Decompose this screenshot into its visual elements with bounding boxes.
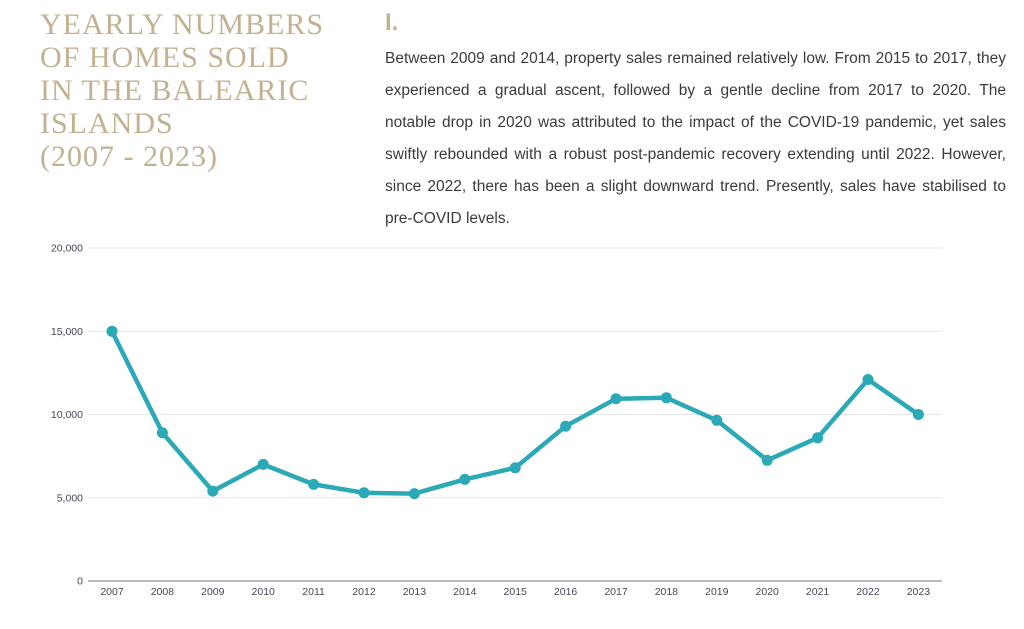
x-axis-tick-label: 2021: [806, 586, 830, 598]
x-axis-tick-label: 2018: [655, 586, 679, 598]
x-axis-tick-label: 2015: [504, 586, 528, 598]
x-axis-tick-label: 2013: [403, 586, 427, 598]
data-point-2015: [509, 462, 521, 474]
x-axis-tick-label: 2012: [352, 586, 376, 598]
page-title-line: OF HOMES SOLD: [40, 41, 290, 74]
data-point-2022: [862, 374, 874, 385]
x-axis-tick-label: 2023: [907, 586, 931, 598]
page-title: YEARLY NUMBERS OF HOMES SOLD IN THE BALE…: [40, 8, 370, 173]
y-axis-tick-label: 0: [77, 576, 83, 588]
commentary-section: I. Between 2009 and 2014, property sales…: [385, 10, 1006, 235]
y-axis-tick-label: 5,000: [57, 492, 83, 504]
data-point-2008: [156, 427, 168, 439]
data-point-2017: [610, 393, 622, 405]
data-point-2019: [711, 414, 723, 426]
page-title-line: YEARLY NUMBERS: [40, 8, 325, 41]
line-chart-canvas: 0 5,000 10,000 15,000 20,000 2007 2008 2009 2010…: [51, 243, 942, 598]
data-point-2010: [257, 458, 269, 470]
x-axis-tick-label: 2007: [100, 586, 124, 598]
x-axis-tick-label: 2014: [453, 586, 477, 598]
page-title-line: IN THE BALEARIC: [40, 74, 310, 107]
x-axis-tick-label: 2019: [705, 586, 729, 598]
data-point-2011: [308, 478, 320, 490]
y-axis-tick-label: 20,000: [51, 243, 83, 255]
x-axis-tick-label: 2008: [151, 586, 175, 598]
x-axis-tick-label: 2009: [201, 586, 225, 598]
x-axis-tick-label: 2011: [302, 586, 325, 598]
x-axis-tick-label: 2020: [756, 586, 780, 598]
data-point-2023: [912, 409, 924, 420]
page-title-line: (2007 - 2023): [40, 140, 218, 173]
x-axis-tick-label: 2010: [252, 586, 276, 598]
data-point-2009: [207, 485, 219, 497]
data-point-2013: [408, 488, 420, 500]
page-title-line: ISLANDS: [40, 107, 174, 140]
homes-sold-line-chart: 0 5,000 10,000 15,000 20,000 2007 2008 2009 2010…: [0, 236, 1024, 629]
x-axis-tick-label: 2016: [554, 586, 578, 598]
data-point-2014: [459, 473, 471, 485]
data-point-2016: [560, 420, 572, 432]
data-point-2020: [761, 454, 773, 466]
data-point-2021: [812, 432, 824, 444]
section-number: I.: [385, 9, 399, 36]
y-axis-tick-label: 10,000: [51, 409, 83, 421]
x-axis-tick-label: 2017: [604, 586, 628, 598]
data-point-2012: [358, 487, 370, 499]
data-point-2018: [660, 392, 672, 404]
y-axis-tick-label: 15,000: [51, 326, 83, 338]
section-paragraph: Between 2009 and 2014, property sales re…: [385, 50, 1006, 227]
data-point-2007: [106, 325, 118, 337]
x-axis-tick-label: 2022: [856, 586, 880, 598]
